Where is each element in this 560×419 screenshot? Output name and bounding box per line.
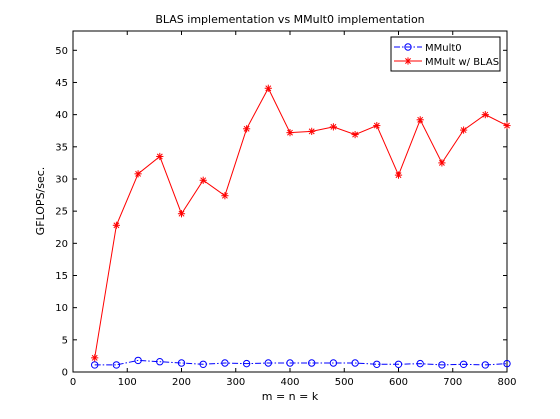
- data-point-mmult0: [481, 361, 489, 369]
- y-tick-label: 5: [62, 335, 68, 346]
- data-point-mmult-w-blas: [91, 354, 99, 362]
- y-axis: 0 5 10 15 20 25 30 35 40 45 50: [55, 46, 507, 379]
- x-axis: 0 100 200 300 400 500 600 700 800: [70, 31, 517, 388]
- data-point-mmult0: [394, 360, 403, 368]
- data-point-mmult-w-blas: [177, 210, 186, 218]
- x-tick-label: 800: [497, 377, 516, 388]
- x-tick-label: 700: [443, 377, 462, 388]
- x-axis-label: m = n = k: [262, 390, 319, 403]
- y-tick-label: 0: [62, 368, 68, 379]
- data-point-mmult0: [503, 359, 511, 368]
- data-point-mmult-w-blas: [481, 111, 489, 119]
- data-point-mmult0: [264, 359, 272, 367]
- x-tick-label: 600: [389, 377, 408, 388]
- data-point-mmult-w-blas: [199, 176, 207, 184]
- data-point-mmult-w-blas: [156, 152, 164, 161]
- legend-label-mmult0: MMult0: [425, 43, 462, 54]
- y-tick-label: 30: [55, 174, 68, 185]
- data-point-mmult-w-blas: [503, 121, 511, 130]
- data-point-mmult0: [242, 359, 251, 368]
- legend-marker-blas: [404, 57, 412, 65]
- y-tick-label: 20: [55, 239, 68, 250]
- y-tick-label: 40: [55, 110, 68, 121]
- legend: MMult0 MMult w/ BLAS: [390, 36, 501, 72]
- y-tick-label: 25: [55, 207, 68, 218]
- data-point-mmult-w-blas: [134, 170, 142, 178]
- legend-box: [390, 36, 501, 72]
- data-point-mmult0: [177, 359, 186, 367]
- legend-label-blas: MMult w/ BLAS: [425, 57, 499, 68]
- x-tick-label: 200: [172, 377, 191, 388]
- x-tick-label: 0: [70, 377, 76, 388]
- x-tick-label: 400: [280, 377, 299, 388]
- x-tick-label: 100: [118, 377, 137, 388]
- data-point-mmult0: [308, 359, 316, 367]
- data-point-mmult0: [199, 360, 207, 368]
- data-point-mmult0: [438, 361, 446, 369]
- x-tick-label: 300: [226, 377, 245, 388]
- data-point-mmult0: [221, 359, 229, 367]
- data-point-mmult0: [286, 359, 294, 367]
- chart-title: BLAS implementation vs MMult0 implementa…: [155, 13, 424, 26]
- data-point-mmult-w-blas: [308, 127, 316, 135]
- legend-marker-mmult0: [404, 43, 412, 51]
- data-point-mmult-w-blas: [112, 221, 120, 229]
- data-point-mmult-w-blas: [264, 84, 272, 92]
- data-point-mmult-w-blas: [373, 121, 381, 130]
- data-point-mmult-w-blas: [243, 125, 251, 133]
- data-point-mmult0: [459, 360, 468, 368]
- data-point-mmult0: [91, 361, 99, 369]
- series-layer: [91, 84, 511, 369]
- data-point-mmult-w-blas: [329, 123, 337, 131]
- data-point-mmult-w-blas: [351, 130, 359, 139]
- data-point-mmult-w-blas: [416, 116, 424, 124]
- data-point-mmult0: [329, 359, 338, 367]
- data-point-mmult-w-blas: [394, 171, 403, 179]
- data-point-mmult-w-blas: [438, 159, 446, 167]
- x-tick-label: 500: [335, 377, 354, 388]
- data-point-mmult0: [112, 361, 121, 369]
- data-point-mmult-w-blas: [460, 126, 468, 134]
- y-tick-label: 45: [55, 78, 68, 89]
- y-tick-label: 15: [55, 271, 68, 282]
- y-tick-label: 35: [55, 142, 68, 153]
- y-tick-label: 10: [55, 303, 68, 314]
- data-point-mmult0: [156, 358, 164, 366]
- plot-area: [72, 30, 508, 373]
- data-point-mmult0: [351, 359, 359, 367]
- data-point-mmult0: [416, 359, 424, 368]
- data-point-mmult-w-blas: [221, 192, 229, 200]
- series-line-mmult-w-blas: [94, 87, 508, 358]
- y-tick-label: 50: [55, 46, 68, 57]
- data-point-mmult0: [373, 360, 381, 368]
- legend-star-icon: [404, 57, 412, 65]
- data-point-mmult0: [134, 356, 142, 365]
- y-axis-label: GFLOPS/sec.: [34, 167, 47, 236]
- data-point-mmult-w-blas: [286, 129, 294, 137]
